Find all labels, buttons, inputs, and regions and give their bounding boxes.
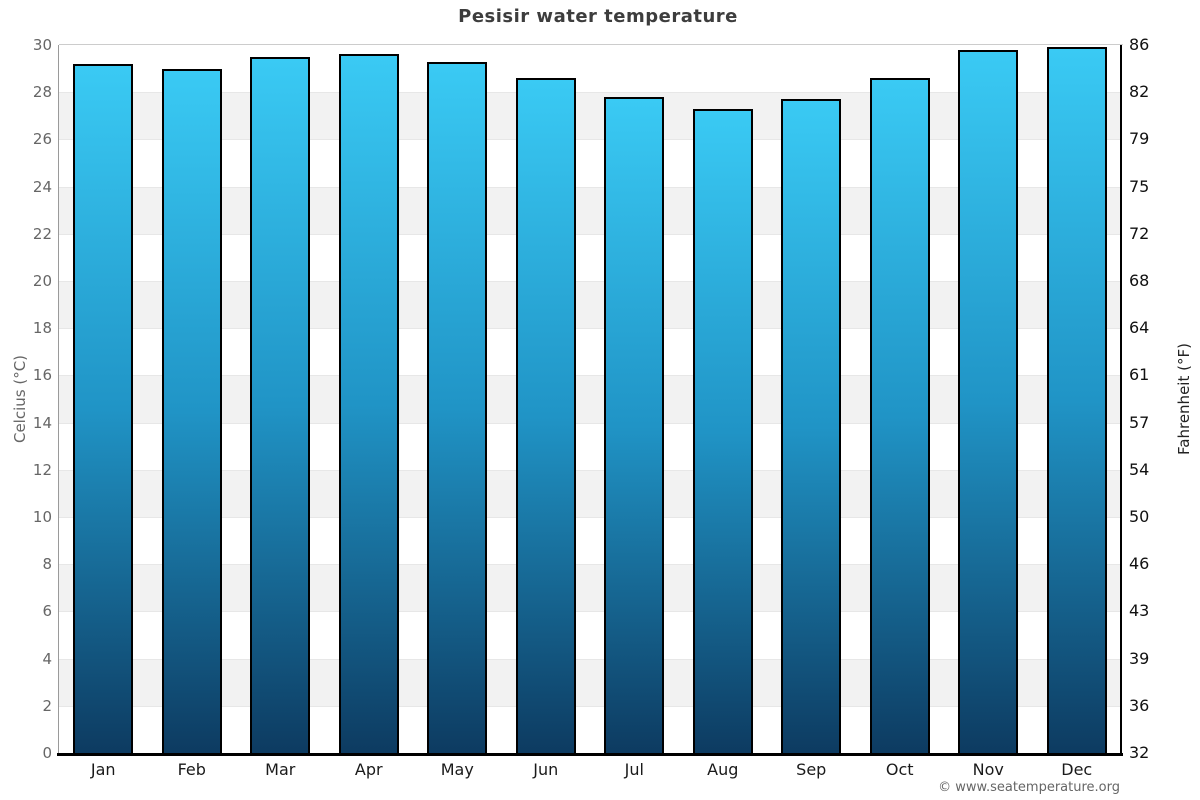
- temperature-bar-apr: [338, 54, 399, 753]
- gridline: [59, 469, 1121, 471]
- fahrenheit-tick: 82: [1129, 82, 1150, 102]
- left-axis-spine: [58, 45, 59, 753]
- grid-band: [59, 281, 1121, 329]
- grid-band: [59, 375, 1121, 423]
- grid-band: [59, 328, 1121, 376]
- fahrenheit-tick: 50: [1129, 507, 1150, 526]
- gridline: [59, 139, 1121, 141]
- gridline: [59, 658, 1121, 660]
- grid-band: [59, 705, 1121, 753]
- grid-band: [59, 564, 1121, 612]
- month-label-jun: Jun: [533, 760, 559, 779]
- celsius-tick: 14: [32, 413, 52, 432]
- y-axis-title-celsius: Celcius (°C): [11, 354, 29, 444]
- temperature-bar-oct: [869, 78, 930, 753]
- grid-band: [59, 92, 1121, 140]
- grid-band: [59, 658, 1121, 706]
- grid-band: [59, 469, 1121, 517]
- grid-band: [59, 139, 1121, 187]
- celsius-tick: 8: [42, 555, 52, 574]
- gridline: [59, 422, 1121, 424]
- fahrenheit-tick: 43: [1129, 601, 1150, 621]
- fahrenheit-tick: 72: [1129, 223, 1150, 243]
- month-label-jan: Jan: [90, 760, 116, 779]
- celsius-tick: 4: [42, 649, 52, 668]
- month-label-feb: Feb: [177, 760, 206, 779]
- gridline: [59, 375, 1121, 377]
- celsius-tick: 20: [32, 272, 52, 290]
- month-label-oct: Oct: [885, 760, 914, 779]
- fahrenheit-tick: 46: [1129, 554, 1150, 574]
- gridline: [59, 328, 1121, 330]
- fahrenheit-tick: 39: [1129, 648, 1150, 668]
- celsius-tick: 26: [32, 130, 52, 149]
- month-label-dec: Dec: [1061, 760, 1093, 779]
- grid-band: [59, 233, 1121, 281]
- temperature-bar-mar: [250, 56, 311, 753]
- gridline: [59, 186, 1121, 188]
- temperature-bar-jun: [515, 78, 576, 753]
- fahrenheit-tick: 32: [1129, 743, 1150, 762]
- month-label-sep: Sep: [796, 760, 827, 779]
- gridline: [59, 611, 1121, 613]
- gridline: [59, 281, 1121, 282]
- celsius-tick: 22: [32, 224, 52, 243]
- temperature-bar-jan: [73, 63, 134, 753]
- grid-band: [59, 422, 1121, 470]
- plot-top-border: [59, 44, 1123, 45]
- temperature-bar-sep: [781, 99, 842, 753]
- celsius-tick: 24: [32, 177, 52, 196]
- right-axis-spine: [1120, 45, 1122, 754]
- gridline: [59, 517, 1121, 518]
- plot-area: [59, 45, 1121, 753]
- celsius-tick: 0: [42, 744, 52, 762]
- temperature-bar-aug: [692, 108, 753, 753]
- gridline: [59, 564, 1121, 566]
- month-label-nov: Nov: [972, 760, 1004, 779]
- month-label-apr: Apr: [354, 760, 383, 779]
- chart-title: Pesisir water temperature: [458, 6, 738, 27]
- fahrenheit-tick: 86: [1129, 35, 1150, 54]
- gridline: [59, 92, 1121, 94]
- celsius-tick: 10: [32, 508, 52, 526]
- celsius-tick: 30: [32, 36, 52, 54]
- fahrenheit-tick: 68: [1129, 271, 1150, 290]
- fahrenheit-tick: 64: [1129, 318, 1150, 338]
- month-label-may: May: [440, 760, 474, 779]
- celsius-tick: 2: [42, 696, 52, 715]
- temperature-bar-dec: [1046, 47, 1107, 753]
- grid-band: [59, 611, 1121, 659]
- grid-band: [59, 517, 1121, 565]
- y-axis-title-fahrenheit: Fahrenheit (°F): [1175, 343, 1193, 455]
- fahrenheit-tick: 79: [1129, 129, 1150, 149]
- gridline: [59, 705, 1121, 707]
- celsius-tick: 18: [32, 319, 52, 338]
- month-label-mar: Mar: [265, 760, 296, 779]
- fahrenheit-tick: 61: [1129, 365, 1150, 385]
- grid-band: [59, 186, 1121, 234]
- celsius-tick: 12: [32, 460, 52, 479]
- gridline: [59, 233, 1121, 235]
- temperature-bar-nov: [958, 49, 1019, 753]
- fahrenheit-tick: 57: [1129, 412, 1150, 432]
- temperature-bar-may: [427, 61, 488, 753]
- grid-band: [59, 45, 1121, 93]
- celsius-tick: 16: [32, 366, 52, 385]
- celsius-tick: 28: [32, 83, 52, 102]
- fahrenheit-tick: 75: [1129, 176, 1150, 196]
- fahrenheit-tick: 36: [1129, 695, 1150, 715]
- temperature-bar-jul: [604, 96, 665, 753]
- temperature-bar-feb: [161, 68, 222, 753]
- celsius-tick: 6: [42, 602, 52, 621]
- copyright-note: © www.seatemperature.org: [938, 780, 1120, 795]
- fahrenheit-tick: 54: [1129, 459, 1150, 479]
- month-label-jul: Jul: [624, 760, 644, 779]
- month-label-aug: Aug: [707, 760, 739, 779]
- x-axis-baseline: [57, 753, 1123, 756]
